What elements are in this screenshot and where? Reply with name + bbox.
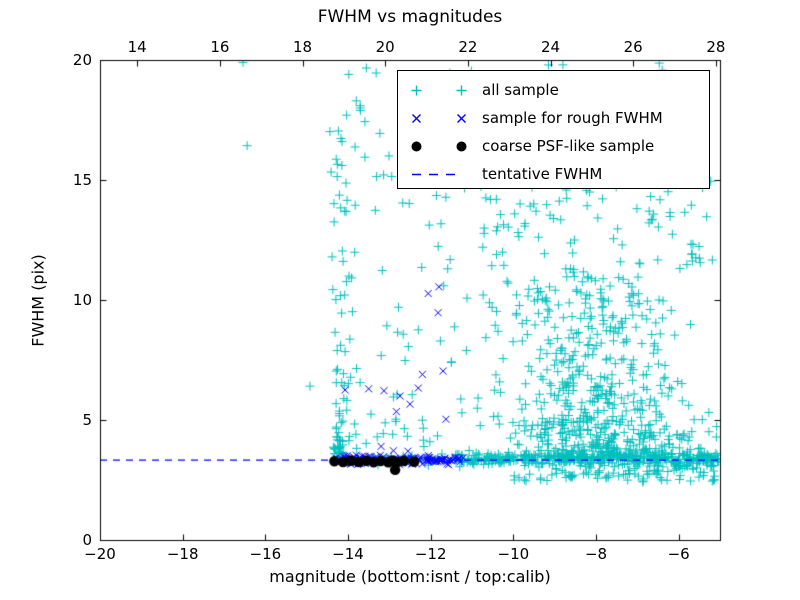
x-top-tick-label: 22 — [458, 38, 478, 56]
x-bottom-tick-label: −18 — [166, 545, 199, 563]
x-top-tick-label: 26 — [623, 38, 643, 56]
legend-item-label: coarse PSF-like sample — [482, 137, 655, 155]
y-axis-label: FWHM (pix) — [28, 254, 48, 347]
x-bottom-tick-label: −8 — [584, 545, 608, 563]
x-bottom-tick-label: −12 — [414, 545, 447, 563]
chart-title: FWHM vs magnitudes — [317, 7, 503, 27]
x-top-tick-label: 18 — [292, 38, 313, 56]
legend-marker-zone — [410, 84, 468, 97]
y-tick-label: 10 — [72, 291, 92, 309]
dot-marker-icon — [411, 141, 422, 151]
x-top-tick-label: 20 — [375, 38, 395, 56]
legend-item-label: all sample — [482, 81, 559, 99]
legend-marker-zone — [410, 140, 468, 153]
y-tick-label: 20 — [72, 51, 92, 69]
legend-item: coarse PSF-like sample — [410, 132, 709, 160]
x-axis-label: magnitude (bottom:isnt / top:calib) — [269, 567, 551, 586]
y-tick-label: 15 — [72, 171, 92, 189]
legend-item-label: sample for rough FWHM — [482, 109, 663, 127]
x-top-tick-label: 14 — [127, 38, 147, 56]
legend-item: all sample — [410, 76, 709, 104]
dot-marker-icon — [456, 141, 467, 151]
legend-item-label: tentative FWHM — [482, 165, 603, 183]
x-bottom-tick-label: −10 — [497, 545, 530, 563]
legend: all sample sample for rough FWHM coarse PS… — [397, 70, 710, 189]
y-tick-label: 5 — [82, 411, 92, 429]
x-bottom-tick-label: −6 — [667, 545, 690, 563]
plus-marker-icon — [456, 85, 467, 95]
x-bottom-tick-label: −20 — [84, 545, 116, 563]
plus-marker-icon — [411, 85, 422, 95]
x-top-tick-label: 28 — [706, 38, 726, 56]
legend-marker-zone — [410, 112, 468, 125]
x-marker-icon — [412, 113, 421, 123]
x-top-tick-label: 16 — [210, 38, 230, 56]
x-top-tick-label: 24 — [540, 38, 561, 56]
legend-marker-zone — [410, 168, 468, 181]
y-tick-label: 0 — [82, 531, 92, 549]
x-bottom-tick-label: −14 — [332, 545, 364, 563]
legend-item: sample for rough FWHM — [410, 104, 709, 132]
dash-marker-icon — [412, 173, 462, 175]
x-marker-icon — [457, 113, 466, 123]
x-bottom-tick-label: −16 — [249, 545, 282, 563]
legend-item: tentative FWHM — [410, 160, 709, 188]
